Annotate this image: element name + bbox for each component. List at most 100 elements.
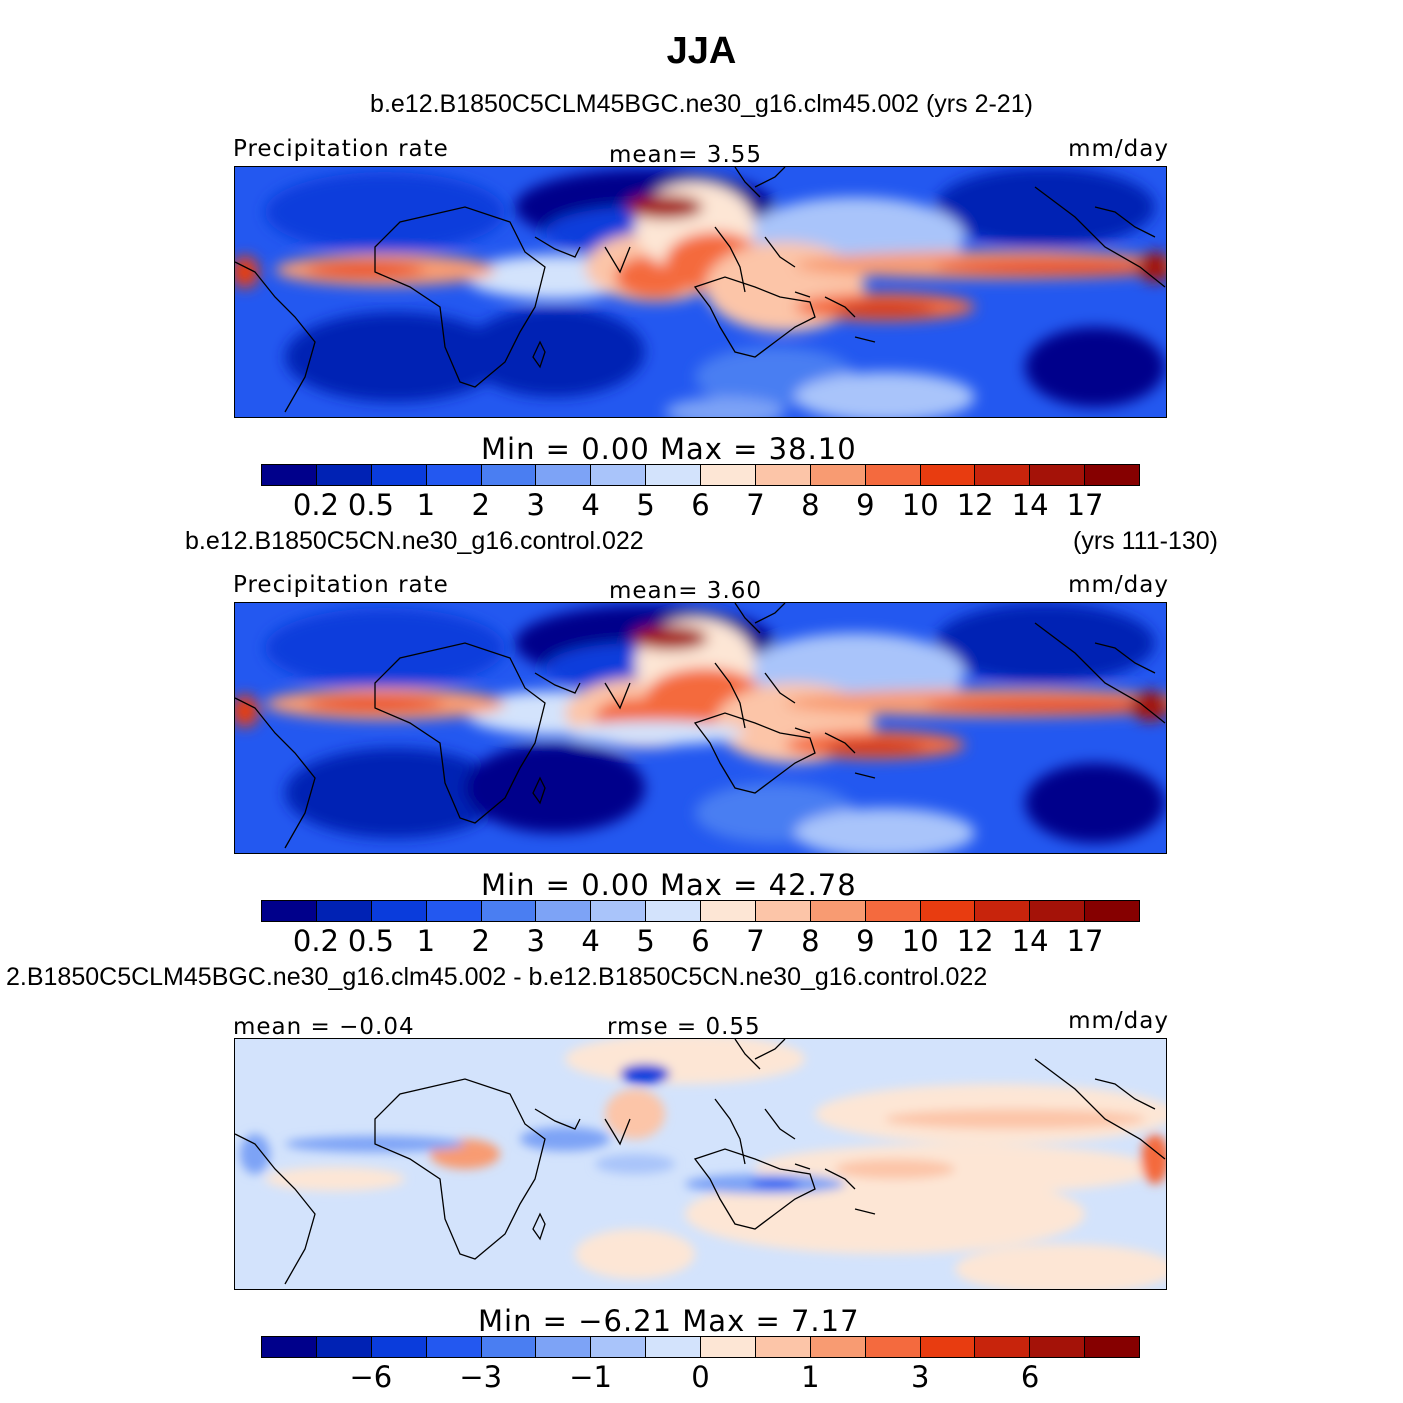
colorbar-tick-label: 8	[801, 488, 820, 522]
panel2-colorbar-swatch	[371, 901, 427, 921]
panel3-colorbar-swatch	[262, 1337, 317, 1357]
figure-title: JJA	[666, 30, 737, 72]
panel3-colorbar-swatch	[755, 1337, 811, 1357]
panel3-colorbar-ticks: −6 −3 −1 0 1 3 6	[261, 1360, 1140, 1394]
panel3-colorbar-swatch	[481, 1337, 537, 1357]
panel1-colorbar-swatch	[262, 465, 317, 485]
panel2-units-label: mm/day	[1068, 572, 1169, 598]
colorbar-tick-label: 8	[801, 924, 820, 958]
panel2-colorbar	[261, 900, 1140, 922]
colorbar-tick-label: 0	[691, 1360, 710, 1394]
panel2-colorbar-swatch	[865, 901, 921, 921]
colorbar-tick-label: 7	[746, 924, 765, 958]
panel1-colorbar	[261, 464, 1140, 486]
colorbar-tick-label: 9	[856, 488, 875, 522]
panel3-field	[240, 1039, 1166, 1289]
colorbar-tick-label: 6	[691, 924, 710, 958]
panel3-colorbar-swatch	[920, 1337, 976, 1357]
panel2-colorbar-swatch	[755, 901, 811, 921]
panel2-colorbar-swatch	[481, 901, 537, 921]
panel2-precip-map	[234, 602, 1167, 854]
panel1-units-label: mm/day	[1068, 136, 1169, 162]
panel3-mean-label: mean = −0.04	[233, 1014, 415, 1040]
colorbar-tick-label: 1	[801, 1360, 820, 1394]
colorbar-tick-label: 4	[581, 924, 600, 958]
colorbar-tick-label: 1	[416, 488, 436, 522]
colorbar-tick-label: 6	[1020, 1360, 1040, 1394]
colorbar-tick-label: 12	[956, 924, 994, 958]
panel1-coastlines	[235, 167, 1166, 413]
panel1-min-max: Min = 0.00 Max = 38.10	[481, 432, 857, 466]
panel1-colorbar-swatch	[701, 465, 756, 485]
panel3-map-svg	[235, 1039, 1166, 1289]
panel1-precip-map	[234, 166, 1167, 418]
panel2-colorbar-swatch	[1085, 901, 1139, 921]
panel2-years: (yrs 111-130)	[1073, 527, 1218, 555]
panel2-case-title: b.e12.B1850C5CN.ne30_g16.control.022	[185, 527, 644, 555]
panel3-units-label: mm/day	[1068, 1008, 1169, 1034]
panel2-colorbar-swatch	[975, 901, 1031, 921]
panel3-min-max: Min = −6.21 Max = 7.17	[478, 1304, 860, 1338]
colorbar-tick-label: 6	[691, 488, 710, 522]
panel1-colorbar-ticks: 0.2 0.5 1 2 3 4 5 6 7 8 9 10 12 14 17	[261, 488, 1140, 522]
panel2-variable-label: Precipitation rate	[233, 572, 449, 598]
panel2-colorbar-swatch	[701, 901, 756, 921]
colorbar-tick-label: 14	[1011, 924, 1049, 958]
panel3-colorbar-swatch	[865, 1337, 921, 1357]
colorbar-tick-label: 10	[901, 488, 939, 522]
colorbar-tick-label: 3	[911, 1360, 930, 1394]
panel2-coastlines	[235, 603, 1166, 849]
panel1-colorbar-swatch	[426, 465, 482, 485]
panel3-colorbar-swatch	[316, 1337, 372, 1357]
colorbar-tick-label: 10	[901, 924, 939, 958]
panel1-mean-label: mean= 3.55	[609, 142, 763, 168]
panel2-min-max: Min = 0.00 Max = 42.78	[481, 868, 857, 902]
panel3-colorbar	[261, 1336, 1140, 1358]
panel3-colorbar-swatch	[591, 1337, 647, 1357]
colorbar-tick-label: −1	[569, 1360, 612, 1394]
panel2-map-svg	[235, 603, 1166, 853]
colorbar-tick-label: 12	[956, 488, 994, 522]
panel3-colorbar-swatch	[646, 1337, 701, 1357]
colorbar-tick-label: −6	[349, 1360, 393, 1394]
colorbar-tick-label: 14	[1011, 488, 1049, 522]
panel1-colorbar-swatch	[371, 465, 427, 485]
colorbar-tick-label: 0.2	[292, 488, 339, 522]
panel1-colorbar-swatch	[481, 465, 537, 485]
panel3-rmse-label: rmse = 0.55	[607, 1014, 761, 1040]
panel1-colorbar-swatch	[810, 465, 866, 485]
panel1-colorbar-swatch	[1085, 465, 1139, 485]
panel1-colorbar-swatch	[1030, 465, 1086, 485]
colorbar-tick-label: 0.5	[347, 924, 394, 958]
panel1-colorbar-swatch	[536, 465, 592, 485]
panel2-colorbar-swatch	[536, 901, 592, 921]
colorbar-tick-label: 5	[636, 924, 655, 958]
panel2-field	[235, 603, 1166, 853]
panel1-variable-label: Precipitation rate	[233, 136, 449, 162]
colorbar-tick-label: 3	[526, 924, 545, 958]
panel2-colorbar-swatch	[646, 901, 701, 921]
panel2-colorbar-ticks: 0.2 0.5 1 2 3 4 5 6 7 8 9 10 12 14 17	[261, 924, 1140, 958]
panel3-colorbar-swatch	[810, 1337, 866, 1357]
panel3-colorbar-swatch	[371, 1337, 427, 1357]
panel1-case-title: b.e12.B1850C5CLM45BGC.ne30_g16.clm45.002…	[370, 90, 1033, 118]
panel3-coastlines	[235, 1039, 1166, 1285]
panel3-difference-map	[234, 1038, 1167, 1290]
panel3-colorbar-swatch	[701, 1337, 756, 1357]
colorbar-tick-label: 4	[581, 488, 600, 522]
colorbar-tick-label: 0.5	[347, 488, 394, 522]
panel3-colorbar-swatch	[1030, 1337, 1086, 1357]
panel2-mean-label: mean= 3.60	[609, 578, 763, 604]
panel2-colorbar-swatch	[591, 901, 647, 921]
colorbar-tick-label: 5	[636, 488, 655, 522]
panel1-colorbar-swatch	[975, 465, 1031, 485]
colorbar-tick-label: 3	[526, 488, 545, 522]
panel2-colorbar-swatch	[920, 901, 976, 921]
panel1-colorbar-swatch	[591, 465, 647, 485]
panel1-field	[235, 167, 1166, 417]
colorbar-tick-label: −3	[459, 1360, 503, 1394]
panel3-case-title: 2.B1850C5CLM45BGC.ne30_g16.clm45.002 - b…	[6, 963, 988, 991]
panel1-colorbar-swatch	[755, 465, 811, 485]
colorbar-tick-label: 17	[1066, 924, 1104, 958]
colorbar-tick-label: 1	[416, 924, 436, 958]
